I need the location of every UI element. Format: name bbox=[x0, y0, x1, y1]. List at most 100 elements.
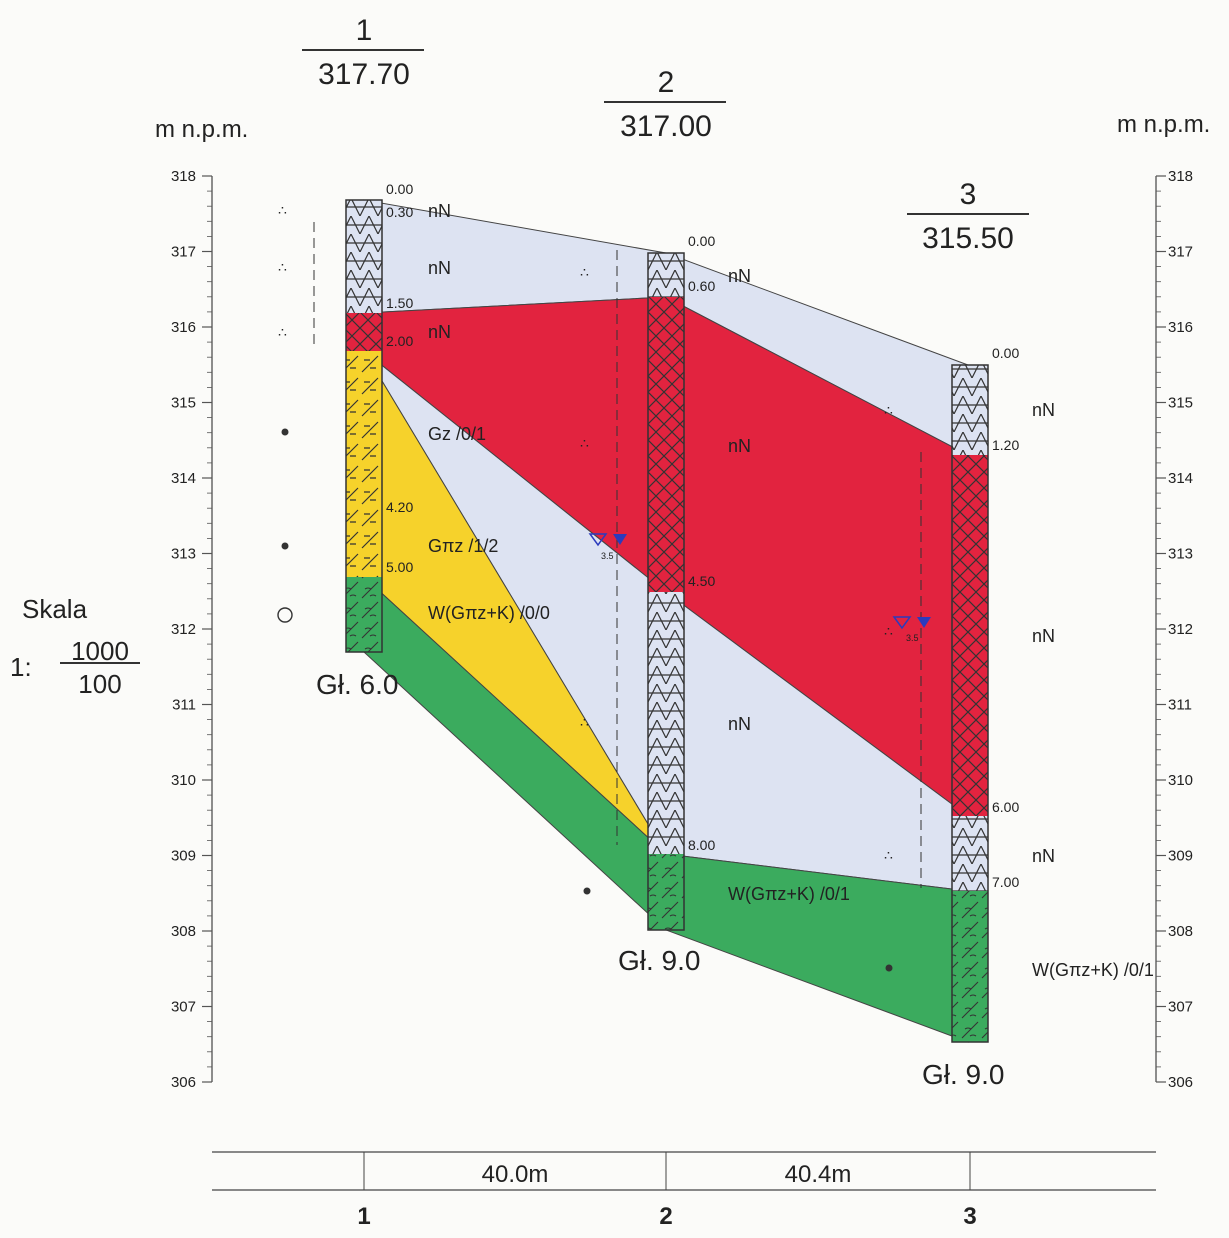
borehole-1-header: 1 317.70 bbox=[302, 14, 424, 91]
svg-text:∴: ∴ bbox=[580, 714, 589, 730]
borehole-3-depth-label: Gł. 9.0 bbox=[922, 1059, 1004, 1090]
borehole-1-column bbox=[345, 199, 383, 653]
water-table-icon: 3.5 bbox=[892, 616, 931, 643]
svg-text:Gz /0/1: Gz /0/1 bbox=[428, 424, 486, 444]
sample-markers: ∴ ∴ ∴ ∴ ∴ ∴ ∴ ∴ ∴ bbox=[277, 202, 893, 972]
borehole-1-depth-label: Gł. 6.0 bbox=[316, 669, 398, 700]
axis-tick-label-right: 315 bbox=[1168, 395, 1193, 412]
svg-text:0.00: 0.00 bbox=[386, 181, 413, 197]
distance-2-3: 40.4m bbox=[785, 1161, 852, 1188]
svg-text:1.50: 1.50 bbox=[386, 295, 413, 311]
borehole-1-id: 1 bbox=[356, 14, 373, 47]
borehole-2-depths: 0.00 0.60 4.50 8.00 bbox=[688, 233, 715, 853]
svg-text:∴: ∴ bbox=[884, 847, 893, 863]
svg-text:nN: nN bbox=[728, 436, 751, 456]
axis-tick-label-right: 309 bbox=[1168, 848, 1193, 865]
svg-text:4.20: 4.20 bbox=[386, 499, 413, 515]
axis-tick-label-right: 310 bbox=[1168, 772, 1193, 789]
left-axis: 318 317 316 315 314 313 312 311 310 309 308 307 306 bbox=[171, 168, 213, 1091]
svg-text:0.00: 0.00 bbox=[992, 345, 1019, 361]
borehole-3-header: 3 315.50 bbox=[907, 178, 1029, 255]
axis-tick-label-left: 314 bbox=[171, 470, 196, 487]
axis-tick-label-left: 318 bbox=[171, 168, 196, 185]
svg-text:W(Gπz+K) /0/0: W(Gπz+K) /0/0 bbox=[428, 603, 550, 623]
scale-block: Skala 1: 1000 100 bbox=[10, 594, 140, 699]
svg-text:6.00: 6.00 bbox=[992, 799, 1019, 815]
axis-tick-label-right: 316 bbox=[1168, 319, 1193, 336]
svg-text:Gπz /1/2: Gπz /1/2 bbox=[428, 536, 498, 556]
axis-tick-label-left: 316 bbox=[171, 319, 196, 336]
borehole-3-id: 3 bbox=[960, 178, 977, 211]
axis-tick-label-left: 310 bbox=[171, 772, 196, 789]
axis-tick-label-left: 308 bbox=[171, 923, 196, 940]
svg-text:nN: nN bbox=[1032, 846, 1055, 866]
unit-right: m n.p.m. bbox=[1117, 111, 1210, 138]
axis-tick-label-left: 311 bbox=[172, 697, 196, 714]
axis-tick-label-right: 318 bbox=[1168, 168, 1193, 185]
svg-text:7.00: 7.00 bbox=[992, 874, 1019, 890]
axis-tick-label-right: 306 bbox=[1168, 1074, 1193, 1091]
borehole-1-depths: 0.00 0.30 1.50 2.00 4.20 5.00 bbox=[386, 181, 413, 575]
water-table-icon: 3.5 bbox=[588, 533, 627, 561]
borehole-3-elevation: 315.50 bbox=[922, 222, 1014, 255]
distance-table: 40.0m 40.4m 1 2 3 bbox=[212, 1151, 1156, 1230]
axis-tick-label-right: 312 bbox=[1168, 621, 1193, 638]
axis-tick-label-left: 309 bbox=[171, 848, 196, 865]
svg-text:∴: ∴ bbox=[278, 324, 287, 340]
axis-tick-label-left: 315 bbox=[171, 395, 196, 412]
unit-left: m n.p.m. bbox=[155, 116, 248, 143]
axis-tick-label-left: 317 bbox=[171, 244, 196, 261]
svg-text:∴: ∴ bbox=[884, 623, 893, 639]
scale-denominator: 100 bbox=[78, 669, 121, 699]
svg-text:8.00: 8.00 bbox=[688, 837, 715, 853]
svg-text:nN: nN bbox=[428, 322, 451, 342]
svg-text:3.5: 3.5 bbox=[906, 633, 919, 643]
axis-tick-label-right: 317 bbox=[1168, 244, 1193, 261]
svg-text:nN: nN bbox=[728, 266, 751, 286]
svg-text:0.60: 0.60 bbox=[688, 278, 715, 294]
borehole-2-elevation: 317.00 bbox=[620, 110, 712, 143]
axis-tick-label-left: 306 bbox=[171, 1074, 196, 1091]
axis-tick-label-right: 311 bbox=[1168, 697, 1192, 714]
borehole-2-id: 2 bbox=[658, 66, 675, 99]
borehole-3-depths: 0.00 1.20 6.00 7.00 bbox=[992, 345, 1019, 890]
svg-text:3.5: 3.5 bbox=[601, 551, 614, 561]
svg-text:∴: ∴ bbox=[278, 202, 287, 218]
axis-tick-label-left: 312 bbox=[171, 621, 196, 638]
svg-text:0.30: 0.30 bbox=[386, 204, 413, 220]
svg-text:1.20: 1.20 bbox=[992, 437, 1019, 453]
svg-text:4.50: 4.50 bbox=[688, 573, 715, 589]
axis-tick-label-left: 307 bbox=[171, 999, 196, 1016]
svg-text:nN: nN bbox=[1032, 400, 1055, 420]
svg-text:∴: ∴ bbox=[580, 264, 589, 280]
svg-text:∴: ∴ bbox=[580, 435, 589, 451]
borehole-2-depth-label: Gł. 9.0 bbox=[618, 945, 700, 976]
scale-prefix: 1: bbox=[10, 652, 32, 682]
svg-text:∴: ∴ bbox=[884, 402, 893, 418]
svg-text:nN: nN bbox=[728, 714, 751, 734]
svg-text:5.00: 5.00 bbox=[386, 559, 413, 575]
axis-tick-label-right: 308 bbox=[1168, 923, 1193, 940]
svg-text:W(Gπz+K) /0/1: W(Gπz+K) /0/1 bbox=[1032, 960, 1154, 980]
station-3: 3 bbox=[963, 1203, 976, 1230]
svg-text:0.00: 0.00 bbox=[688, 233, 715, 249]
right-axis: 318 317 316 315 314 313 312 311 310 309 308 307 306 bbox=[1155, 168, 1193, 1091]
svg-text:nN: nN bbox=[1032, 626, 1055, 646]
axis-tick-label-left: 313 bbox=[171, 546, 196, 563]
borehole-2-column bbox=[647, 252, 685, 931]
borehole-1-elevation: 317.70 bbox=[318, 58, 410, 91]
svg-text:nN: nN bbox=[428, 258, 451, 278]
borehole-3-column bbox=[951, 364, 989, 1043]
scale-label: Skala bbox=[22, 594, 88, 624]
station-1: 1 bbox=[357, 1203, 370, 1230]
axis-tick-label-right: 307 bbox=[1168, 999, 1193, 1016]
svg-text:nN: nN bbox=[428, 201, 451, 221]
station-2: 2 bbox=[659, 1203, 672, 1230]
axis-tick-label-right: 314 bbox=[1168, 470, 1193, 487]
axis-tick-label-right: 313 bbox=[1168, 546, 1193, 563]
scale-numerator: 1000 bbox=[71, 636, 129, 666]
layer-labels: nN nN nN Gz /0/1 Gπz /1/2 W(Gπz+K) /0/0 … bbox=[428, 201, 1154, 980]
svg-text:W(Gπz+K) /0/1: W(Gπz+K) /0/1 bbox=[728, 884, 850, 904]
distance-1-2: 40.0m bbox=[482, 1161, 549, 1188]
borehole-2-header: 2 317.00 bbox=[604, 66, 726, 143]
